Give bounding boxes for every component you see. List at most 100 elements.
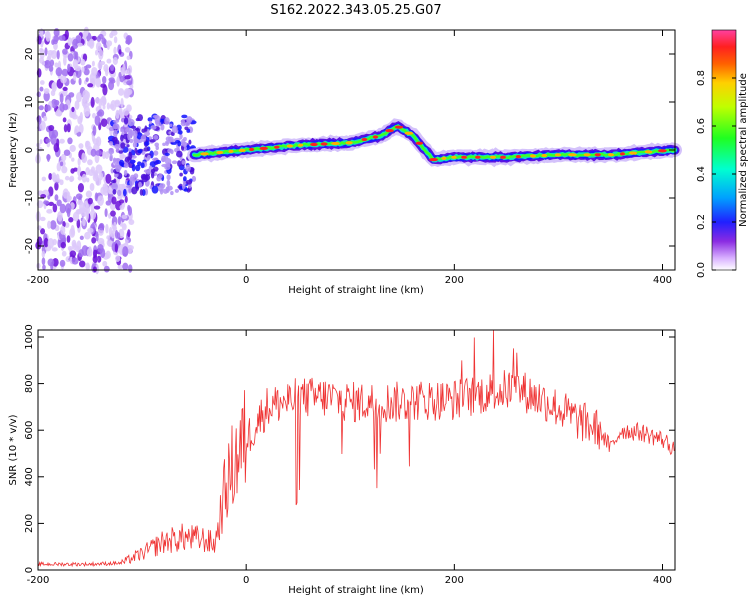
heatmap-cell <box>66 197 71 203</box>
heatmap-cell <box>108 149 115 155</box>
heatmap-cell <box>101 95 106 104</box>
heatmap-cell <box>102 104 106 110</box>
heatmap-cell <box>45 30 51 42</box>
heatmap-cell <box>114 243 118 253</box>
ridge-peak <box>216 150 224 155</box>
heatmap-cell <box>74 125 80 134</box>
heatmap-cell <box>188 139 192 145</box>
heatmap-cell <box>62 86 68 91</box>
heatmap-cell <box>62 103 69 111</box>
heatmap-cell <box>113 158 121 162</box>
heatmap-cell <box>94 153 100 164</box>
heatmap-cell <box>76 218 81 229</box>
heatmap-cell <box>41 176 47 182</box>
heatmap-cell <box>152 114 160 119</box>
ridge-peak <box>372 135 379 139</box>
ridge-peak <box>394 125 404 129</box>
heatmap-cell <box>69 175 75 182</box>
ridge-peak <box>274 145 280 149</box>
snr-ticks: -200 0 200 400 0 200 400 600 800 1000 <box>24 324 675 586</box>
heatmap-cell <box>62 221 66 228</box>
heatmap-cell <box>86 247 93 257</box>
heatmap-cell <box>80 58 86 66</box>
spectrogram-ticks: -200 0 200 400 -20 -10 0 10 20 <box>24 30 675 286</box>
heatmap-cell <box>59 203 66 214</box>
heatmap-cell <box>67 37 73 46</box>
heatmap-cell <box>77 157 81 167</box>
spectrogram-xlabel: Height of straight line (km) <box>288 285 424 296</box>
snr-xlabel: Height of straight line (km) <box>288 585 424 596</box>
heatmap-cell <box>191 175 197 182</box>
heatmap-cell <box>104 67 109 77</box>
heatmap-cell <box>155 121 162 127</box>
ridge-peak <box>594 153 601 157</box>
heatmap-cell <box>170 149 174 155</box>
heatmap-cell <box>132 130 138 138</box>
heatmap-cell <box>92 255 98 264</box>
heatmap-cell <box>55 67 63 77</box>
heatmap-cell <box>45 138 51 143</box>
heatmap-cell <box>131 163 136 172</box>
heatmap-cell <box>42 264 46 271</box>
heatmap-cell <box>98 33 104 40</box>
heatmap-cell <box>112 122 119 130</box>
heatmap-cell <box>61 166 68 174</box>
heatmap-cell <box>118 159 125 167</box>
heatmap-cell <box>95 77 101 88</box>
heatmap-cell <box>109 153 113 162</box>
heatmap-cell <box>183 176 187 182</box>
heatmap-cell <box>44 47 48 56</box>
heatmap-cell <box>96 111 103 117</box>
ridge-peak <box>583 153 591 157</box>
heatmap-cell <box>117 216 121 226</box>
heatmap-cell <box>147 117 153 122</box>
heatmap-cell <box>39 139 43 145</box>
ridge-peak <box>489 155 496 159</box>
heatmap-cell <box>179 172 183 177</box>
ridge-peak <box>238 148 246 152</box>
heatmap-cell <box>125 39 131 45</box>
heatmap-cell <box>43 115 48 122</box>
heatmap-cell <box>171 125 178 134</box>
heatmap-cell <box>117 195 123 200</box>
heatmap-cell <box>128 148 132 152</box>
ridge-peak <box>298 143 304 147</box>
heatmap-cell <box>91 237 97 244</box>
heatmap-cell <box>106 235 111 240</box>
heatmap-cell <box>135 117 140 122</box>
heatmap-cell <box>67 137 73 145</box>
heatmap-cell <box>166 179 171 187</box>
heatmap-cell <box>106 239 113 247</box>
heatmap-cell <box>40 194 47 199</box>
x-tick-label: -200 <box>27 275 50 286</box>
heatmap-cell <box>95 41 102 52</box>
heatmap-cell <box>89 72 97 84</box>
heatmap-cell <box>140 162 145 169</box>
heatmap-cell <box>92 266 97 273</box>
heatmap-cell <box>105 173 112 184</box>
heatmap-cell <box>181 141 186 146</box>
heatmap-cell <box>128 219 135 226</box>
heatmap-cell <box>87 227 94 234</box>
heatmap-cell <box>51 82 56 90</box>
heatmap-cell <box>110 230 116 239</box>
snr-line <box>37 329 675 568</box>
heatmap-cell <box>144 131 151 137</box>
heatmap-cell <box>89 182 95 192</box>
heatmap-cell <box>39 86 44 92</box>
heatmap-cell <box>121 214 128 219</box>
colorbar-tick-label: 0.4 <box>696 166 707 182</box>
heatmap-cell <box>183 136 187 142</box>
heatmap-cell <box>70 168 75 174</box>
heatmap-cell <box>129 178 135 187</box>
y-tick-label: 600 <box>24 421 35 440</box>
heatmap-cell <box>126 144 130 148</box>
colorbar: 0.0 0.2 0.4 0.6 0.8 Normalized spectral ampl… <box>696 29 749 278</box>
heatmap-cell <box>44 104 51 112</box>
heatmap-cell <box>53 42 58 51</box>
heatmap-cell <box>46 153 50 162</box>
heatmap-cell <box>47 49 54 56</box>
heatmap-cell <box>106 58 112 64</box>
heatmap-cell <box>65 203 72 214</box>
heatmap-cell <box>144 125 148 133</box>
